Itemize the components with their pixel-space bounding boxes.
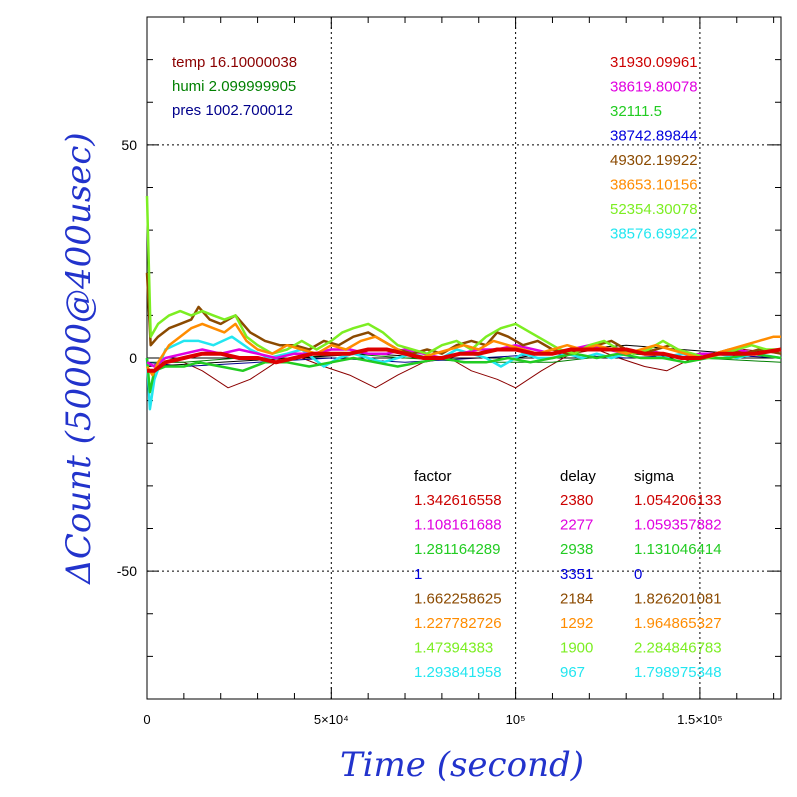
- table-cell: 1.47394383: [414, 640, 493, 657]
- table-cell: 1.798975348: [634, 664, 722, 681]
- table-cell: 1.108161688: [414, 517, 502, 534]
- labels: 50 0 -50 0 5×10⁴ 10⁵ 1.5×10⁵ temp 16.10000038 hu…: [117, 54, 723, 727]
- env-annotation: pres 1002.700012: [172, 102, 293, 119]
- x-tick-label: 10⁵: [506, 712, 526, 727]
- x-tick-label: 1.5×10⁵: [677, 712, 723, 727]
- table-cell: 3351: [560, 566, 593, 583]
- table-cell: 967: [560, 664, 585, 681]
- table-header: sigma: [634, 468, 675, 485]
- table-cell: 1.342616558: [414, 492, 502, 509]
- series-line: [145, 352, 782, 394]
- mean-value: 49302.19922: [610, 152, 698, 169]
- table-cell: 2380: [560, 492, 593, 509]
- y-tick-label: -50: [117, 563, 137, 579]
- series-line: [145, 195, 781, 360]
- table-cell: 2277: [560, 517, 593, 534]
- y-axis-label: ΔCount (50000@400usec): [59, 132, 99, 585]
- series-line: [147, 347, 782, 373]
- table-cell: 1.131046414: [634, 541, 722, 558]
- series-line: [145, 272, 782, 360]
- series-group: [145, 195, 782, 411]
- table-cell: 1.293841958: [414, 664, 502, 681]
- mean-value: 32111.5: [610, 103, 662, 120]
- series-line: [145, 322, 781, 377]
- table-cell: 1900: [560, 640, 593, 657]
- series-line: [146, 353, 782, 367]
- mean-value: 31930.09961: [610, 54, 698, 71]
- mean-value: 52354.30078: [610, 201, 698, 218]
- mean-value: 38653.10156: [610, 177, 698, 194]
- env-annotation: temp 16.10000038: [172, 54, 297, 71]
- table-cell: 2184: [560, 590, 593, 607]
- table-cell: 1.059357882: [634, 517, 722, 534]
- mean-value: 38576.69922: [610, 226, 698, 243]
- table-cell: 1292: [560, 615, 593, 632]
- table-cell: 1.281164289: [414, 541, 500, 558]
- table-cell: 1: [414, 566, 422, 583]
- mean-value: 38742.89844: [610, 128, 698, 145]
- axis-ticks: [147, 17, 781, 699]
- mean-value: 38619.80078: [610, 79, 698, 96]
- env-annotation: humi 2.099999905: [172, 78, 296, 95]
- table-cell: 1.826201081: [634, 590, 722, 607]
- y-tick-label: 50: [121, 137, 137, 153]
- table-header: factor: [414, 468, 452, 485]
- y-tick-label: 0: [129, 350, 137, 366]
- table-cell: 1.227782726: [414, 615, 502, 632]
- table-cell: 2938: [560, 541, 593, 558]
- table-cell: 2.284846783: [634, 640, 722, 657]
- table-cell: 0: [634, 566, 642, 583]
- table-cell: 1.964865327: [634, 615, 722, 632]
- table-cell: 1.662258625: [414, 590, 502, 607]
- x-axis-label: Time (second): [340, 745, 584, 785]
- table-header: delay: [560, 468, 596, 485]
- x-tick-label: 0: [143, 712, 150, 727]
- x-tick-label: 5×10⁴: [314, 712, 349, 727]
- table-cell: 1.054206133: [634, 492, 722, 509]
